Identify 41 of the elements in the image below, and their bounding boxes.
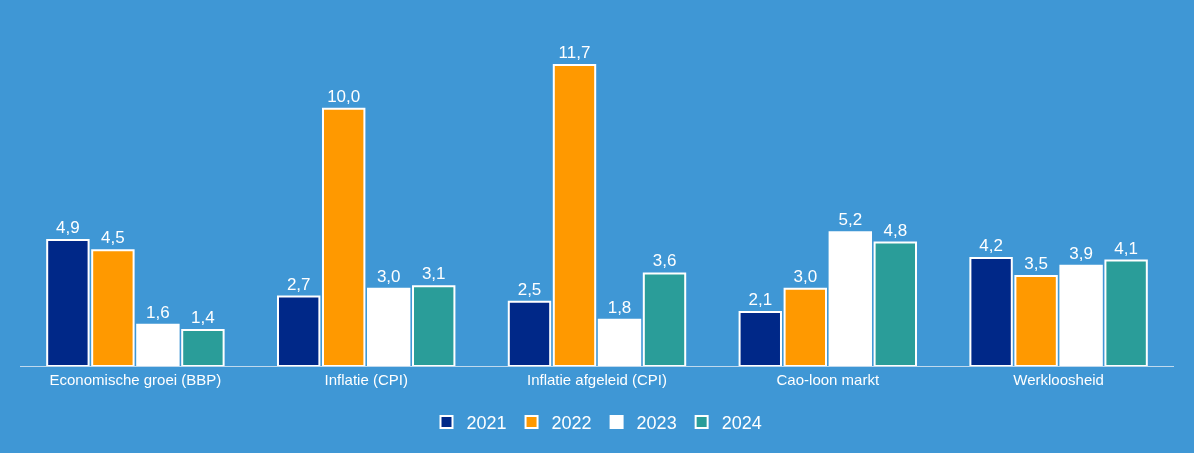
data-label: 3,9 bbox=[1069, 243, 1093, 263]
data-label: 11,7 bbox=[558, 43, 591, 63]
data-label: 4,5 bbox=[101, 228, 125, 248]
bar bbox=[321, 107, 366, 366]
x-tick-label: Inflatie afgeleid (CPI) bbox=[526, 371, 668, 388]
data-label: 5,2 bbox=[838, 210, 863, 230]
bar bbox=[276, 295, 321, 366]
x-tick-label: Economische groei (BBP) bbox=[49, 371, 222, 388]
bar bbox=[412, 285, 456, 366]
bar bbox=[367, 287, 411, 366]
data-label: 10,0 bbox=[327, 86, 361, 106]
data-label: 3,0 bbox=[376, 266, 401, 286]
bar bbox=[507, 300, 552, 366]
data-label: 4,9 bbox=[56, 217, 80, 237]
legend-label: 2022 bbox=[551, 413, 592, 434]
x-tick-label: Inflatie (CPI) bbox=[324, 371, 408, 388]
data-label: 3,1 bbox=[421, 264, 446, 284]
bar bbox=[642, 272, 687, 366]
x-tick-label: Cao-loon markt bbox=[776, 371, 880, 388]
data-label: 3,5 bbox=[1024, 253, 1048, 273]
data-label: 3,0 bbox=[793, 266, 818, 286]
data-label: 4,2 bbox=[979, 235, 1003, 255]
legend-label: 2021 bbox=[466, 413, 507, 434]
data-label: 4,8 bbox=[883, 220, 908, 240]
legend-label: 2023 bbox=[636, 413, 677, 434]
data-label: 1,6 bbox=[146, 302, 170, 322]
data-label: 4,1 bbox=[1114, 238, 1138, 258]
bar bbox=[597, 318, 642, 366]
data-label: 2,1 bbox=[748, 289, 773, 309]
x-tick-label: Werkloosheid bbox=[1013, 371, 1104, 388]
bar bbox=[783, 287, 827, 366]
bar bbox=[873, 241, 918, 366]
bar bbox=[552, 64, 597, 366]
data-label: 1,4 bbox=[191, 307, 215, 327]
data-label: 2,7 bbox=[286, 274, 311, 294]
bar bbox=[828, 231, 873, 366]
bar bbox=[738, 310, 782, 366]
legend-label: 2024 bbox=[721, 413, 762, 434]
data-label: 3,6 bbox=[652, 251, 677, 271]
data-label: 1,8 bbox=[607, 297, 632, 317]
data-label: 2,5 bbox=[517, 279, 542, 299]
